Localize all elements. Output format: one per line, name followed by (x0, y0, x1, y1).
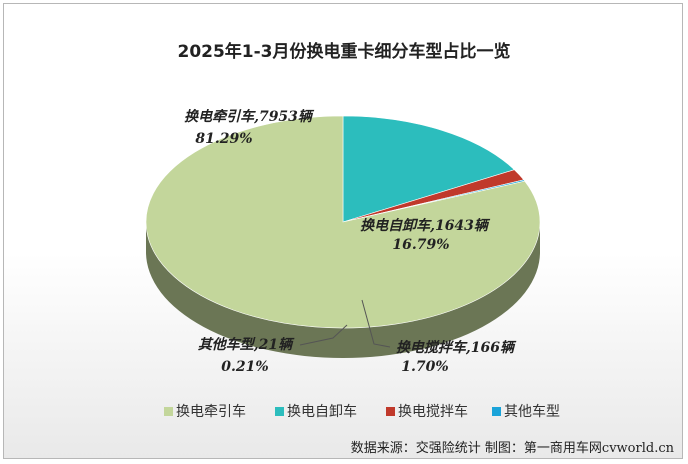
slice-0 (145, 115, 541, 329)
slice-0-side (146, 222, 540, 358)
legend-swatch-0 (164, 407, 173, 416)
pie-slices (145, 115, 541, 329)
legend-label-0: 换电牵引车 (176, 403, 246, 420)
legend-swatch-1 (275, 407, 284, 416)
slice-label-2: 换电搅拌车,166辆 (396, 339, 517, 356)
slice-percent-3: 0.21% (221, 359, 268, 375)
slice-percent-1: 16.79% (392, 237, 449, 253)
chart-title: 2025年1-3月份换电重卡细分车型占比一览 (177, 41, 510, 62)
leader-line-other (299, 324, 348, 346)
leader-lines (299, 299, 391, 348)
slice-label-1: 换电自卸车,1643辆 (360, 217, 491, 234)
data-labels: 换电牵引车,7953辆 81.29% 换电自卸车,1643辆 16.79% 换电搅拌车,… (184, 108, 517, 375)
legend-label-1: 换电自卸车 (287, 403, 357, 420)
legend-label-3: 其他车型 (504, 403, 560, 420)
slice-label-0: 换电牵引车,7953辆 (184, 108, 315, 125)
source-note: 数据来源：交强险统计 制图：第一商用车网cvworld.cn (351, 440, 675, 456)
legend-swatch-3 (492, 407, 501, 416)
legend-swatch-2 (386, 407, 395, 416)
legend: 换电牵引车 换电自卸车 换电搅拌车 其他车型 (164, 403, 560, 420)
slice-1 (342, 115, 515, 223)
slice-percent-2: 1.70% (401, 359, 448, 375)
slice-percent-0: 81.29% (195, 131, 252, 147)
pie-3d-sides (146, 222, 540, 358)
leader-line-mixer (361, 299, 391, 348)
slice-label-3: 其他车型,21辆 (198, 336, 295, 353)
legend-label-2: 换电搅拌车 (398, 403, 468, 420)
